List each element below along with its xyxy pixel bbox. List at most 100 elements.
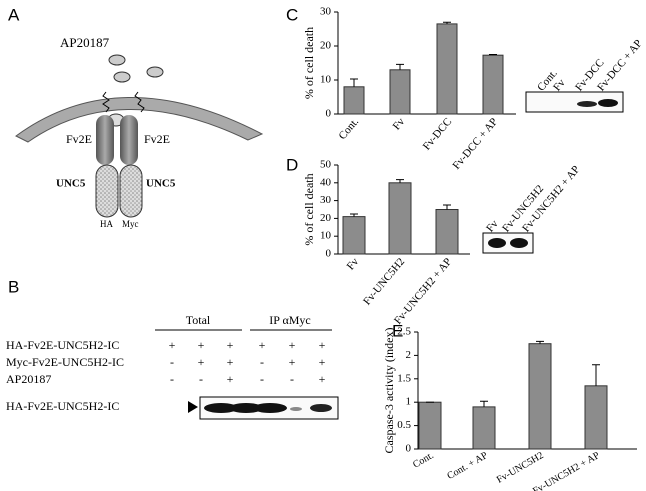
- sign: -: [170, 355, 174, 369]
- sign: -: [260, 372, 264, 386]
- x-tick-label: Cont.: [411, 450, 436, 471]
- membrane: [15, 97, 264, 143]
- error-bar: [480, 400, 488, 407]
- bar: [388, 182, 412, 255]
- ligand: [108, 54, 126, 66]
- row-label: AP20187: [6, 372, 51, 386]
- tag-label: HA: [100, 219, 113, 229]
- sign: +: [319, 372, 326, 386]
- sign: +: [289, 338, 296, 352]
- error-bar: [443, 21, 451, 24]
- y-axis-label: % of cell death: [302, 27, 316, 99]
- group-label: IP αMyc: [269, 313, 311, 327]
- bar: [389, 69, 411, 115]
- band: [510, 238, 528, 248]
- y-tick-label: 40: [320, 176, 332, 188]
- lane-label: Fv: [484, 218, 501, 235]
- panel-letter: C: [286, 5, 298, 24]
- error-bar: [592, 364, 600, 386]
- sign: -: [170, 372, 174, 386]
- bar: [342, 216, 366, 255]
- sign: -: [290, 372, 294, 386]
- panel-letter: A: [8, 5, 20, 24]
- domain: [95, 164, 119, 218]
- y-tick-label: 30: [320, 6, 332, 18]
- blot: [482, 232, 534, 254]
- y-tick-label: 1.5: [397, 372, 411, 384]
- band: [488, 238, 506, 248]
- x-tick-label: Fv-DCC: [421, 116, 455, 153]
- y-tick-label: 10: [320, 230, 332, 242]
- ligand: [146, 66, 164, 78]
- ligand: [113, 71, 131, 83]
- sign: +: [259, 338, 266, 352]
- y-tick-label: 1: [406, 396, 412, 408]
- y-tick-label: 0: [406, 443, 412, 455]
- x-tick-label: Cont.: [337, 116, 362, 142]
- receptor: [96, 115, 114, 165]
- error-bar: [489, 54, 497, 56]
- bar: [343, 86, 365, 115]
- tag-label: Myc: [122, 219, 139, 229]
- bar: [435, 209, 459, 255]
- blot-panel: Total IP αMyc HA-Fv2E-UNC5H2-IC: [6, 313, 339, 420]
- band-label: HA-Fv2E-UNC5H2-IC: [6, 399, 119, 413]
- bar: [584, 385, 608, 450]
- sign: +: [198, 355, 205, 369]
- x-tick-label: Fv-DCC + AP: [451, 116, 501, 172]
- panel-letter: E: [392, 321, 403, 340]
- band: [310, 404, 332, 412]
- y-axis-label: % of cell death: [302, 173, 316, 245]
- sign: +: [319, 355, 326, 369]
- band: [253, 403, 287, 413]
- y-tick-label: 50: [320, 159, 332, 171]
- y-tick-label: 30: [320, 194, 332, 206]
- y-tick-label: 10: [320, 74, 332, 86]
- domain-label: UNC5: [146, 178, 176, 190]
- band: [290, 407, 302, 411]
- linker: [102, 91, 145, 113]
- arrow: [188, 401, 198, 413]
- row-label: Myc-Fv2E-UNC5H2-IC: [6, 355, 124, 369]
- y-tick-label: 20: [320, 212, 332, 224]
- receptor: [120, 115, 138, 165]
- error-bar: [350, 213, 358, 217]
- error-bar: [536, 340, 544, 344]
- y-tick-label: 0.5: [397, 419, 411, 431]
- error-bar: [396, 63, 404, 70]
- domain: [119, 164, 143, 218]
- y-tick-label: 0: [326, 108, 332, 120]
- y-tick-label: 2.5: [397, 326, 411, 338]
- sign: +: [227, 372, 234, 386]
- sign: +: [198, 338, 205, 352]
- bar: [482, 54, 504, 115]
- group-label: Total: [186, 313, 211, 327]
- error-bar: [443, 204, 451, 210]
- panel-letter: D: [286, 155, 298, 174]
- ligand-label: AP20187: [60, 35, 110, 50]
- bar: [472, 406, 496, 450]
- receptor-diagram: AP20187 Fv2E Fv2E UNC5 UNC5 HA Myc: [15, 35, 264, 229]
- receptor-label: Fv2E: [144, 132, 170, 146]
- band: [598, 99, 618, 107]
- bar: [418, 401, 442, 450]
- band: [577, 101, 597, 107]
- blot: [525, 91, 624, 113]
- receptor-label: Fv2E: [66, 132, 92, 146]
- y-tick-label: 20: [320, 40, 332, 52]
- sign: +: [227, 355, 234, 369]
- sign: +: [169, 338, 176, 352]
- panel-letter: B: [8, 277, 19, 296]
- y-axis-label: Caspase-3 activity (index): [382, 328, 396, 454]
- x-tick-label: Fv-UNC5H2: [361, 256, 407, 308]
- x-tick-label: Fv: [391, 115, 408, 132]
- x-tick-label: Cont. + AP: [445, 450, 490, 482]
- y-tick-label: 0: [326, 248, 332, 260]
- sign: -: [199, 372, 203, 386]
- sign: +: [289, 355, 296, 369]
- error-bar: [396, 179, 404, 183]
- sign: -: [260, 355, 264, 369]
- y-tick-label: 2: [406, 349, 412, 361]
- error-bar: [350, 78, 358, 87]
